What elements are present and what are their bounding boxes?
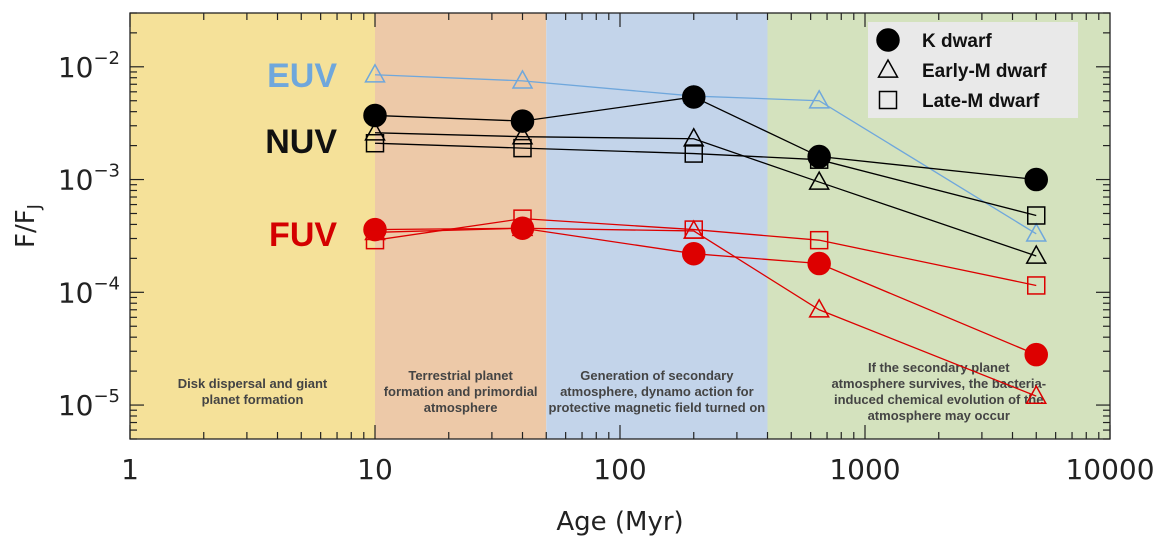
- series-nuv-triangle: [364, 121, 1048, 264]
- data-point-fuv-square: [684, 220, 704, 239]
- series-nuv-square: [365, 133, 1046, 225]
- band-2-description-line: Terrestrial planet: [408, 368, 513, 383]
- series-nuv-circle: [363, 85, 1048, 192]
- band-2-description-line: atmosphere: [424, 400, 498, 415]
- legend-marker-triangle: [877, 58, 899, 78]
- y-tick-base: 10: [58, 164, 94, 197]
- wavelength-labels: EUV NUV FUV: [265, 57, 337, 254]
- x-tick-label: 1000: [829, 453, 900, 486]
- data-point-nuv-triangle: [511, 125, 534, 145]
- data-point-nuv-triangle: [1025, 244, 1048, 264]
- y-tick-label: 10−4: [58, 273, 120, 309]
- data-series: [363, 63, 1048, 405]
- x-tick-label: 10000: [1065, 453, 1154, 486]
- y-tick-exponent: −2: [93, 48, 120, 69]
- label-nuv: NUV: [265, 123, 337, 161]
- band-1-description-line: planet formation: [202, 392, 304, 407]
- y-tick-base: 10: [58, 51, 94, 84]
- x-tick-label: 100: [593, 453, 646, 486]
- band-3-description-line: protective magnetic field turned on: [549, 400, 766, 415]
- y-tick-base: 10: [58, 276, 94, 309]
- legend-label-late-m-dwarf: Late-M dwarf: [922, 91, 1040, 112]
- data-point-fuv-circle: [807, 251, 831, 276]
- y-axis-title-subscript: J: [24, 204, 45, 210]
- data-point-nuv-square: [365, 133, 385, 153]
- data-point-fuv-circle: [1024, 342, 1048, 367]
- data-point-fuv-square: [1026, 276, 1046, 295]
- legend-label-k-dwarf: K dwarf: [922, 31, 992, 52]
- band-4-description-line: induced chemical evolution of the: [834, 392, 1043, 407]
- data-point-fuv-square: [809, 230, 829, 250]
- y-axis-title-main: F/F: [11, 209, 41, 248]
- x-axis-title: Age (Myr): [556, 507, 683, 537]
- band-1-background: [130, 13, 375, 439]
- data-point-euv-triangle: [511, 69, 534, 89]
- y-axis-title: F/FJ: [11, 204, 45, 248]
- band-3-description-line: Generation of secondary: [580, 368, 734, 383]
- y-tick-exponent: −4: [93, 273, 120, 294]
- data-point-fuv-square: [365, 230, 385, 250]
- y-tick-exponent: −3: [93, 161, 120, 182]
- data-point-euv-triangle: [1025, 222, 1048, 242]
- data-point-fuv-circle: [682, 241, 706, 266]
- data-point-nuv-square: [1026, 206, 1046, 225]
- series-line-nuv-triangle: [374, 132, 1037, 257]
- label-euv: EUV: [267, 57, 337, 95]
- band-4-description-line: atmosphere may occur: [868, 408, 1010, 423]
- data-point-nuv-square: [809, 150, 829, 169]
- data-point-nuv-circle: [807, 144, 831, 169]
- band-1-description-line: Disk dispersal and giant: [178, 376, 328, 391]
- band-2-description: Terrestrial planet formation and primordi…: [384, 368, 538, 415]
- legend-label-early-m-dwarf: Early-M dwarf: [922, 61, 1047, 82]
- series-line-fuv-square: [374, 217, 1037, 287]
- legend: K dwarf Early-M dwarf Late-M dwarf: [868, 22, 1078, 118]
- data-point-euv-triangle: [364, 63, 386, 83]
- band-4-description-line: atmosphere survives, the bacteria-: [831, 376, 1046, 391]
- data-point-nuv-square: [684, 144, 704, 163]
- data-point-nuv-triangle: [808, 170, 830, 190]
- band-3-background: [546, 13, 768, 439]
- data-point-fuv-square: [513, 209, 532, 228]
- band-3-description-line: atmosphere, dynamo action for: [560, 384, 754, 399]
- data-point-fuv-triangle: [808, 298, 830, 318]
- data-point-nuv-circle: [1024, 167, 1048, 192]
- data-point-nuv-circle: [510, 109, 535, 133]
- x-tick-label: 10: [357, 453, 393, 486]
- legend-marker-square: [878, 90, 898, 110]
- y-tick-base: 10: [58, 389, 94, 422]
- data-point-euv-triangle: [808, 89, 830, 109]
- data-point-nuv-circle: [682, 85, 706, 109]
- data-point-nuv-triangle: [682, 127, 705, 147]
- axes: [129, 12, 1111, 440]
- series-fuv-square: [365, 209, 1046, 295]
- series-line-nuv-square: [374, 142, 1037, 217]
- data-point-fuv-triangle: [1025, 384, 1048, 405]
- data-point-nuv-circle: [363, 103, 387, 128]
- legend-marker-circle: [876, 28, 900, 52]
- series-line-fuv-triangle: [374, 227, 1037, 397]
- band-descriptions: Disk dispersal and giant planet formation…: [178, 360, 1046, 423]
- band-4-description-line: If the secondary planet: [868, 360, 1010, 375]
- data-point-nuv-triangle: [364, 121, 386, 141]
- y-tick-label: 10−5: [58, 386, 120, 422]
- band-2-description-line: formation and primordial: [384, 384, 538, 399]
- data-point-nuv-square: [513, 138, 532, 158]
- label-fuv: FUV: [269, 216, 337, 254]
- band-3-description: Generation of secondary atmosphere, dynam…: [549, 368, 766, 415]
- x-tick-label: 1: [121, 453, 139, 486]
- legend-box: [868, 22, 1078, 118]
- y-tick-label: 10−2: [58, 48, 120, 84]
- y-tick-exponent: −5: [93, 386, 120, 407]
- series-fuv-circle: [363, 216, 1048, 367]
- band-4-description: If the secondary planet atmosphere surviv…: [831, 360, 1046, 423]
- band-1-description: Disk dispersal and giant planet formation: [178, 376, 328, 407]
- data-point-fuv-circle: [363, 217, 387, 242]
- y-tick-label: 10−3: [58, 161, 120, 197]
